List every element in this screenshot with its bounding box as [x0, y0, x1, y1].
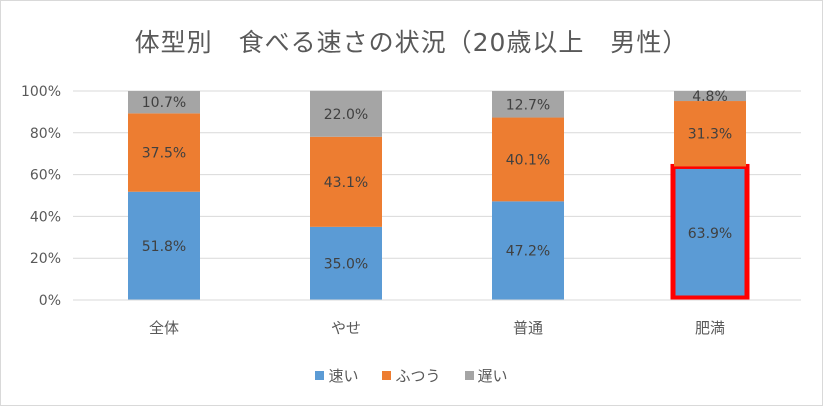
- y-tick-label: 40%: [30, 209, 61, 225]
- data-label: 35.0%: [324, 256, 368, 272]
- data-label: 37.5%: [142, 146, 186, 162]
- y-tick-label: 80%: [30, 126, 61, 142]
- x-tick-label: 肥満: [695, 319, 725, 337]
- data-label: 12.7%: [506, 97, 550, 113]
- legend-item: 遅い: [464, 365, 508, 386]
- legend-label: 遅い: [477, 367, 508, 385]
- legend-swatch: [464, 371, 474, 380]
- legend-swatch: [315, 371, 325, 380]
- bar-segment: [674, 166, 746, 300]
- data-label: 10.7%: [142, 95, 186, 111]
- bar-segment: [310, 90, 382, 137]
- y-tick-label: 100%: [21, 84, 61, 100]
- bar-segment: [674, 101, 746, 167]
- x-tick-label: 全体: [149, 319, 179, 337]
- legend-item: 速い: [315, 365, 358, 386]
- bar-segment: [128, 191, 200, 300]
- x-tick-label: 普通: [513, 319, 543, 337]
- y-tick-label: 20%: [30, 251, 61, 267]
- chart-title: 体型別 食べる速さの状況（20歳以上 男性）: [134, 28, 689, 57]
- bar-segment: [492, 201, 564, 300]
- data-label: 47.2%: [506, 244, 550, 260]
- legend-swatch: [382, 371, 392, 380]
- legend-label: ふつう: [395, 367, 441, 385]
- bar-segment: [128, 113, 200, 192]
- bar-segment: [310, 136, 382, 227]
- x-tick-label: やせ: [331, 319, 361, 337]
- data-label: 43.1%: [324, 175, 368, 191]
- bar-segment: [310, 226, 382, 300]
- bar-segment: [492, 91, 564, 118]
- data-label: 63.9%: [688, 226, 732, 242]
- bar-segment: [492, 117, 564, 202]
- data-label: 51.8%: [142, 239, 186, 255]
- y-tick-label: 0%: [39, 293, 61, 309]
- data-label: 22.0%: [324, 107, 368, 123]
- legend-item: ふつう: [382, 365, 441, 386]
- data-label: 40.1%: [506, 152, 550, 168]
- data-label: 31.3%: [688, 127, 732, 143]
- bar-segment: [674, 91, 746, 102]
- legend-label: 速い: [328, 367, 359, 385]
- y-tick-label: 60%: [30, 168, 61, 184]
- bar-segment: [128, 91, 200, 114]
- chart-legend: 速い ふつう 遅い: [1, 365, 822, 386]
- data-label: 4.8%: [692, 89, 728, 105]
